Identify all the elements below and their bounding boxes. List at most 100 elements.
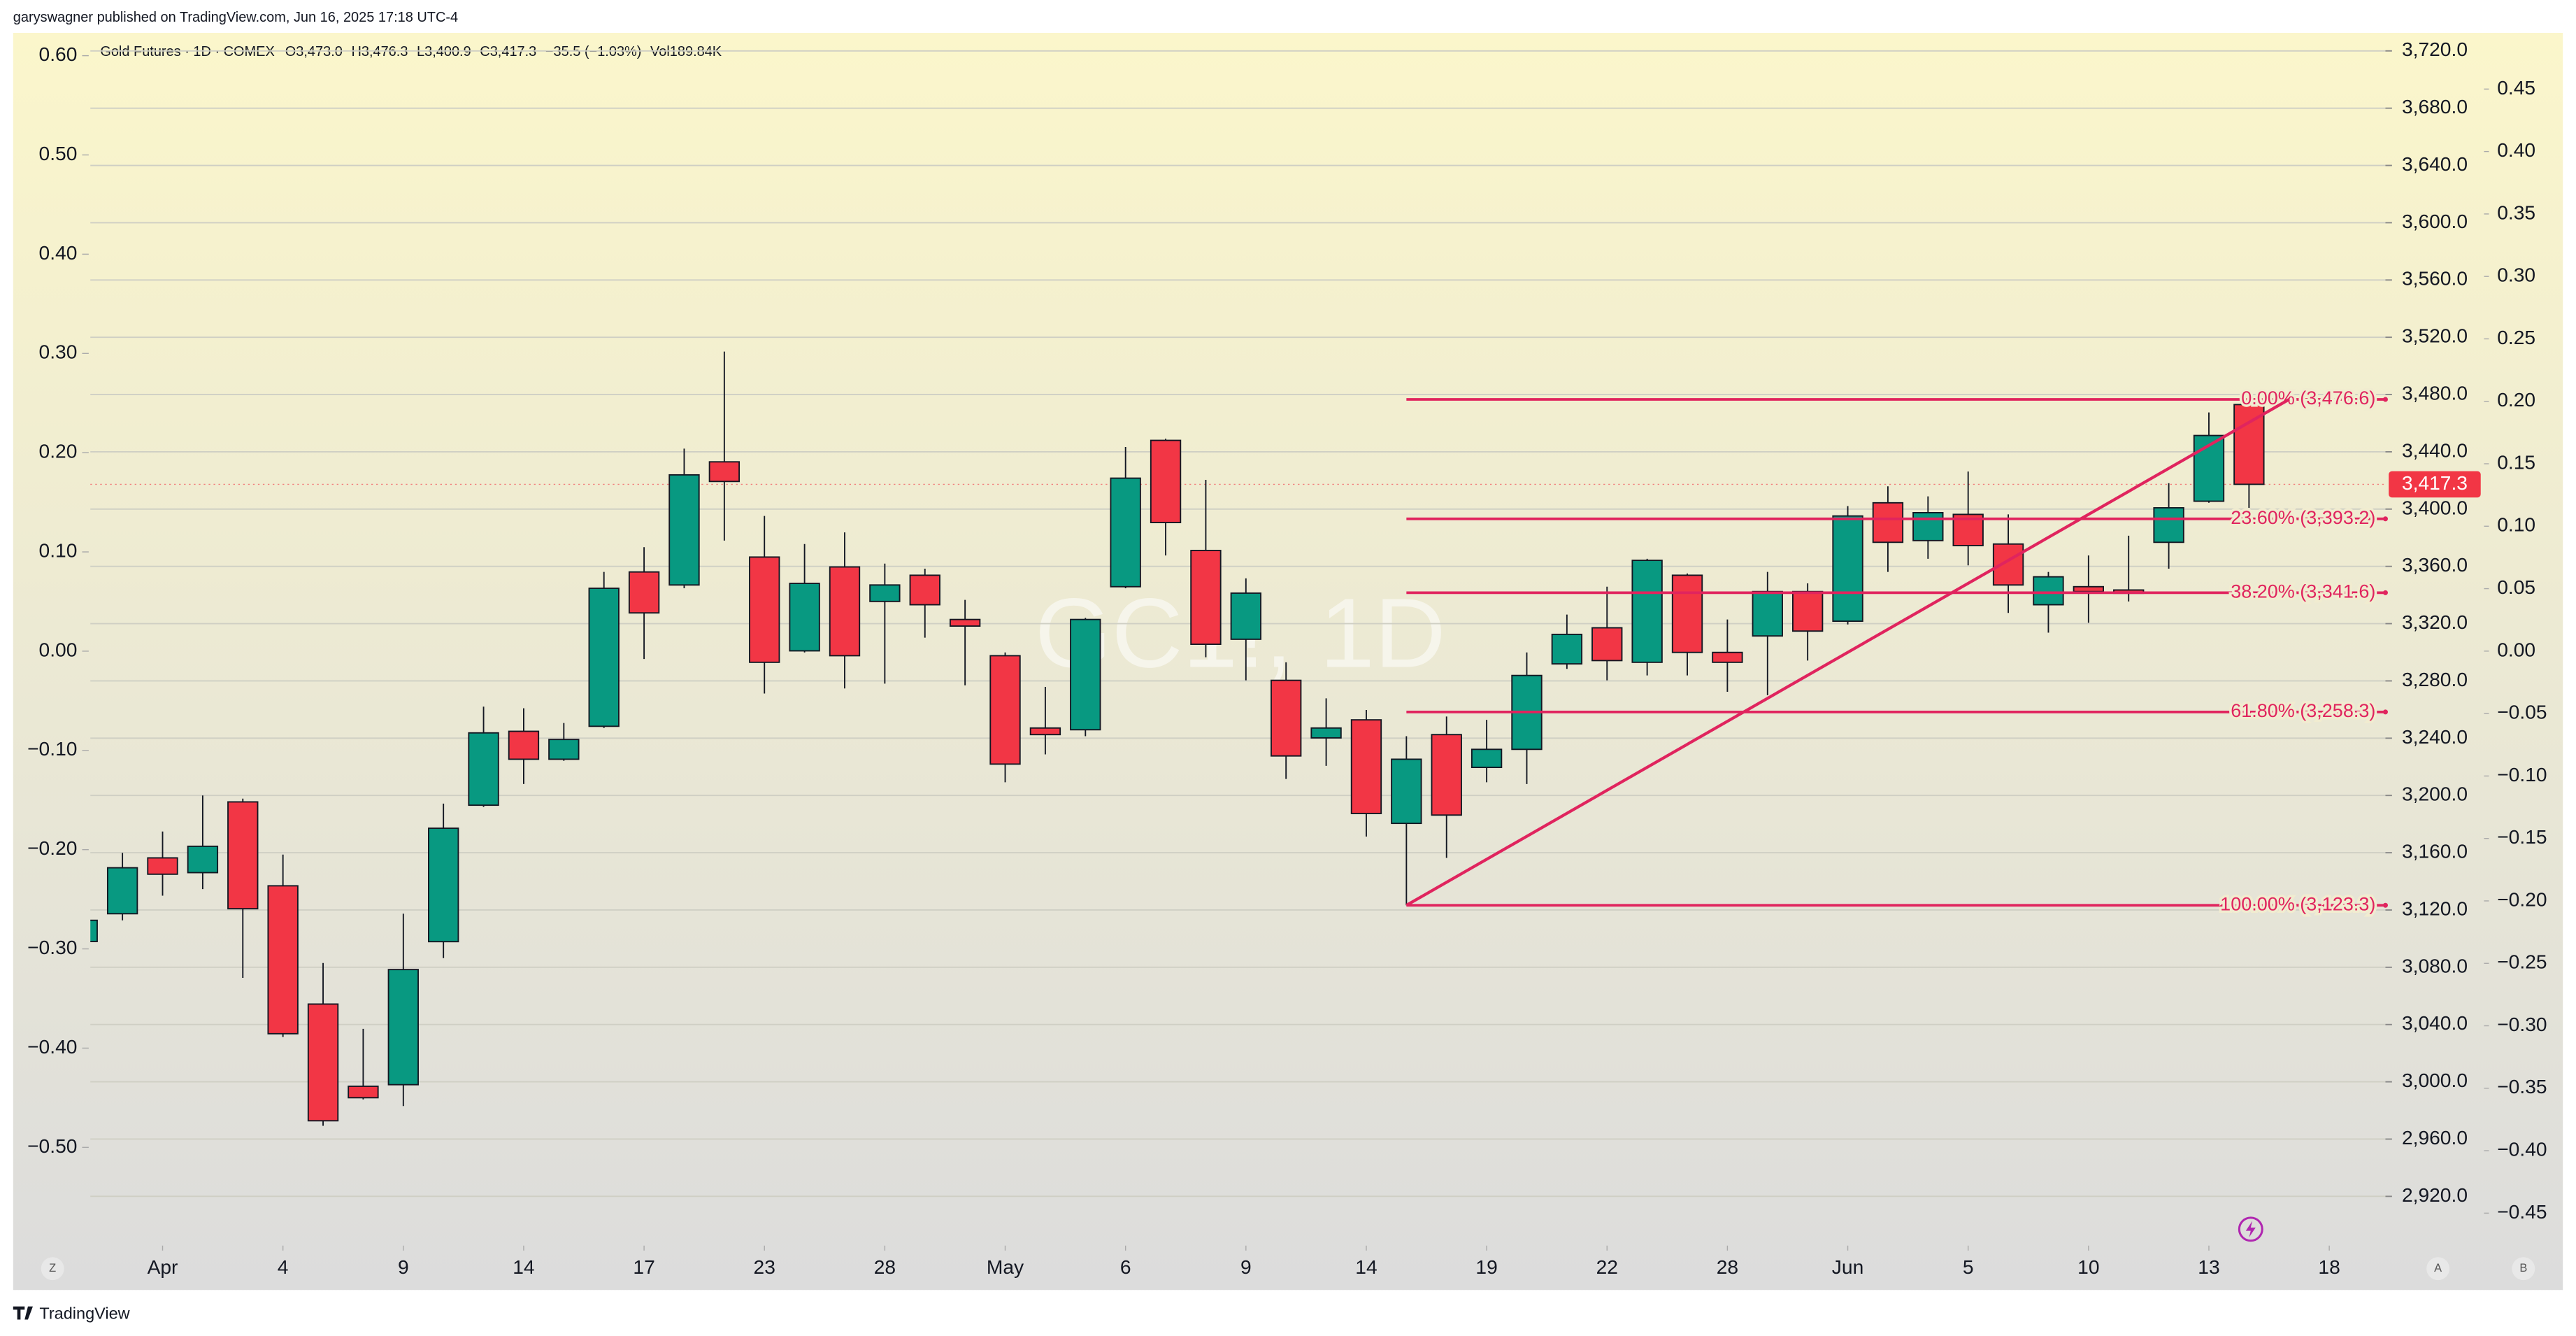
y2-tick-label: −0.10 [2497, 763, 2547, 786]
lightning-icon[interactable] [2238, 1216, 2263, 1242]
x-tick-label: 28 [1717, 1256, 1738, 1278]
candle-body [1190, 550, 1222, 645]
axis-button[interactable]: B [2512, 1257, 2535, 1281]
y2-tick-label: −0.45 [2497, 1200, 2547, 1223]
candle-body [1791, 590, 1824, 632]
y2-tick-label: −0.25 [2497, 951, 2547, 973]
candle-body [147, 857, 178, 875]
y-tick-label: 3,160.0 [2402, 840, 2468, 862]
axis-button[interactable]: Z [41, 1257, 64, 1281]
y3-tick-label: 0.00 [39, 638, 78, 660]
low-value: L3,400.9 [417, 44, 471, 59]
fib-handle [2382, 590, 2388, 595]
fib-handle [2382, 397, 2388, 402]
candle-body [949, 618, 981, 627]
candle-body [1712, 651, 1743, 663]
candle-body [1271, 679, 1302, 757]
axis-button-label: Z [49, 1262, 56, 1274]
fib-label: 100.00% (3,123.3) [2220, 893, 2375, 914]
candle-body [1872, 502, 1904, 543]
brand-logo: TradingView [13, 1305, 131, 1323]
x-tick-label: 13 [2198, 1256, 2219, 1278]
x-tick-label: 23 [754, 1256, 775, 1278]
y2-tick-label: 0.40 [2497, 138, 2535, 161]
candle-body [1631, 560, 1663, 663]
y3-tick-label: 0.10 [39, 539, 78, 561]
candle-body [428, 827, 459, 943]
x-tick-label: 19 [1475, 1256, 1497, 1278]
y-tick-label: 3,400.0 [2402, 496, 2468, 518]
y3-tick-label: −0.30 [27, 936, 77, 958]
y-tick-label: 3,480.0 [2402, 382, 2468, 404]
candle-body [749, 556, 780, 663]
candle-body [1431, 734, 1462, 816]
candle-body [508, 730, 540, 760]
change-value: −35.5 (−1.03%) [545, 44, 642, 59]
y-tick-label: 3,120.0 [2402, 897, 2468, 919]
candle-body [588, 588, 620, 727]
candle-body [1070, 618, 1101, 731]
candle-body [1230, 592, 1261, 640]
fib-handle [2382, 516, 2388, 522]
candle-body [1671, 574, 1703, 653]
y2-tick-label: −0.05 [2497, 701, 2547, 723]
high-value: H3,476.3 [351, 44, 408, 59]
candle-body [387, 969, 419, 1086]
trend-line [1405, 398, 2290, 907]
y-tick-label: 3,600.0 [2402, 210, 2468, 232]
y2-tick-label: 0.20 [2497, 388, 2535, 411]
candles [90, 351, 2265, 1126]
last-price-badge [2389, 471, 2481, 498]
x-tick-label: 10 [2077, 1256, 2099, 1278]
y3-tick-label: −0.50 [27, 1135, 77, 1157]
y-tick-label: 2,960.0 [2402, 1126, 2468, 1149]
symbol: Gold Futures · 1D · COMEX [100, 44, 274, 59]
y-tick-label: 3,280.0 [2402, 668, 2468, 690]
candle-body [1912, 511, 1944, 541]
open-value: O3,473.0 [285, 44, 343, 59]
grid [90, 50, 2386, 1198]
y-tick-label: 3,680.0 [2402, 95, 2468, 118]
y2-tick-label: −0.40 [2497, 1138, 2547, 1160]
candle-body [348, 1086, 379, 1099]
x-tick-label: 18 [2318, 1256, 2340, 1278]
candle-body [668, 474, 700, 586]
candle-body [187, 845, 219, 874]
y3-tick-label: 0.50 [39, 142, 78, 164]
x-tick-label: 14 [1355, 1256, 1377, 1278]
x-tick-label: Jun [1832, 1256, 1863, 1278]
candle-body [1992, 543, 2024, 586]
y2-tick-label: 0.15 [2497, 450, 2535, 473]
candle-body [1350, 719, 1382, 814]
candle-body [267, 885, 299, 1035]
volume-value: Vol189.84K [650, 44, 722, 59]
legend-header: Gold Futures · 1D · COMEX O3,473.0 H3,47… [100, 44, 722, 59]
y3-tick-label: 0.40 [39, 241, 78, 264]
axis-button-label: A [2434, 1262, 2442, 1274]
y-tick-label: 3,720.0 [2402, 38, 2468, 60]
axis-button[interactable]: A [2426, 1257, 2450, 1281]
x-tick-label: 9 [398, 1256, 409, 1278]
candle-body [1029, 727, 1061, 736]
fib-label: 38.20% (3,341.6) [2231, 581, 2375, 602]
axis-button-label: B [2519, 1262, 2527, 1274]
y3-tick-label: −0.40 [27, 1035, 77, 1058]
candle-body [1110, 477, 1141, 588]
fib-label: 0.00% (3,476.6) [2241, 388, 2375, 408]
x-tick-label: 28 [874, 1256, 896, 1278]
candle-body [307, 1003, 339, 1122]
y2-tick-label: 0.35 [2497, 201, 2535, 223]
candle-body [1551, 633, 1583, 665]
fib-handle [2382, 902, 2388, 908]
candle-body [829, 566, 861, 657]
y2-tick-label: 0.05 [2497, 576, 2535, 598]
candle-body [548, 739, 580, 760]
chart-background [13, 32, 2563, 1291]
y-tick-label: 3,520.0 [2402, 325, 2468, 347]
candle-body [708, 461, 740, 483]
brand: TradingView [39, 1305, 130, 1323]
y2-tick-label: −0.30 [2497, 1013, 2547, 1035]
x-tick-label: 9 [1240, 1256, 1252, 1278]
candle-body [1591, 627, 1623, 662]
